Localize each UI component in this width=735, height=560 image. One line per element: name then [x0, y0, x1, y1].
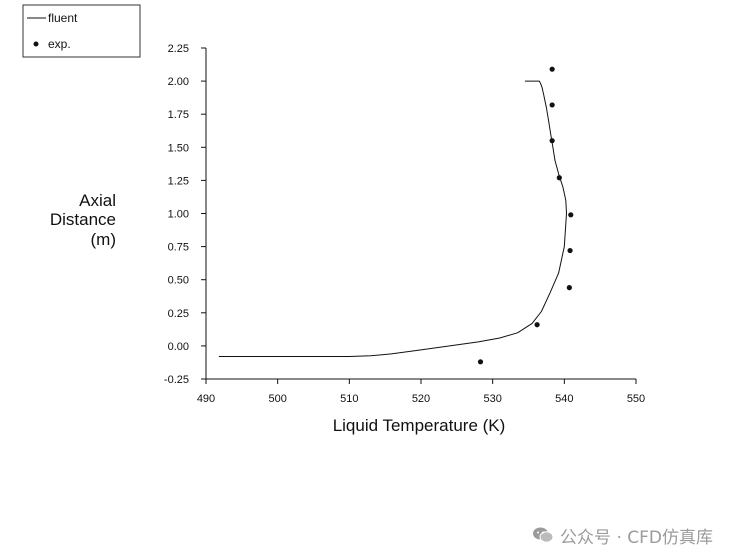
x-ticks: 490 500 510 520 530 540 550: [197, 379, 645, 405]
y-ticks: -0.25 0.00 0.25 0.50 0.75 1.00 1.25 1.50 1.75 2.0…: [164, 43, 206, 386]
y-axis-title-line-1: Axial: [79, 191, 116, 210]
x-tick-label: 550: [627, 393, 645, 405]
series-exp: [477, 66, 574, 365]
wechat-icon: [533, 527, 554, 543]
y-tick-label: 0.00: [168, 341, 189, 353]
x-tick-label: 490: [197, 393, 215, 405]
fluent-line: [218, 80, 567, 357]
legend-label-fluent: fluent: [48, 11, 78, 25]
y-tick-label: 0.25: [168, 308, 189, 320]
y-tick-label: 0.75: [168, 242, 189, 254]
exp-data-point: [534, 322, 540, 328]
legend-point-swatch: [33, 41, 39, 47]
watermark: 公众号 · CFD仿真库: [532, 522, 713, 548]
y-tick-label: 2.25: [168, 43, 189, 55]
exp-data-point: [567, 247, 573, 254]
exp-data-point: [556, 175, 562, 181]
exp-data-point: [568, 212, 574, 218]
x-tick-label: 520: [412, 393, 430, 405]
x-tick-label: 540: [555, 393, 573, 405]
exp-data-point: [566, 285, 572, 291]
x-axis-title: Liquid Temperature (K): [333, 416, 506, 435]
legend-box: [22, 4, 141, 58]
exp-data-point: [477, 359, 484, 365]
y-tick-label: 1.75: [168, 109, 189, 121]
x-tick-label: 510: [340, 393, 358, 405]
y-axis-title-line-2: Distance: [50, 210, 116, 229]
watermark-text: 公众号 · CFD仿真库: [560, 527, 713, 548]
y-tick-label: 2.00: [168, 76, 189, 88]
y-axis-title: Axial Distance (m): [50, 191, 116, 249]
exp-data-point: [549, 138, 555, 144]
series-fluent: [218, 80, 567, 357]
y-tick-label: 0.50: [168, 275, 189, 287]
y-axis-title-line-3: (m): [91, 230, 116, 249]
y-tick-label: 1.50: [168, 142, 189, 154]
y-tick-label: 1.00: [168, 209, 189, 221]
exp-data-point: [549, 66, 555, 72]
y-tick-label: -0.25: [164, 374, 189, 386]
legend: fluent exp.: [22, 4, 141, 58]
exp-data-point: [549, 102, 555, 108]
legend-label-exp: exp.: [48, 37, 71, 51]
x-tick-label: 500: [268, 393, 286, 405]
y-tick-label: 1.25: [168, 175, 189, 187]
x-tick-label: 530: [483, 393, 501, 405]
